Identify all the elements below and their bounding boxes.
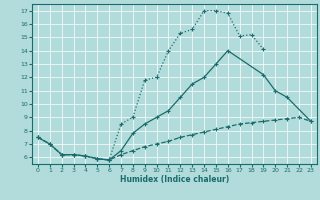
X-axis label: Humidex (Indice chaleur): Humidex (Indice chaleur) — [120, 175, 229, 184]
